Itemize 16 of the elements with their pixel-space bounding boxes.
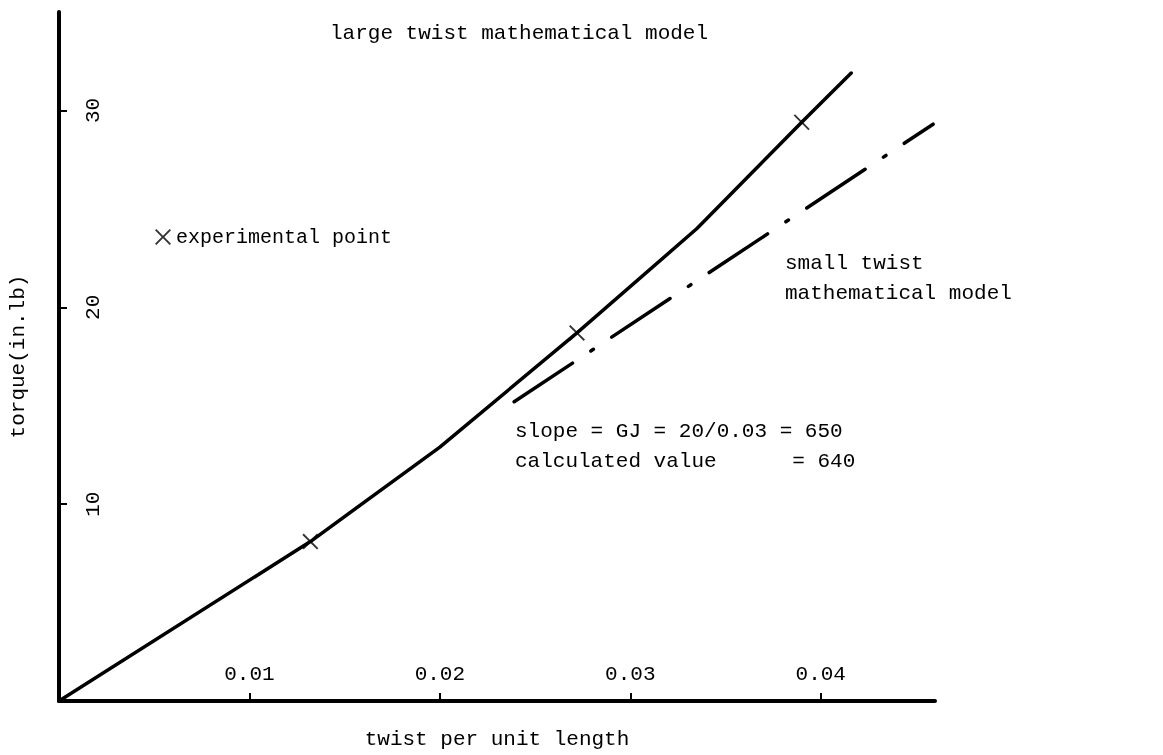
x-axis-title: twist per unit length	[364, 728, 630, 751]
point	[302, 533, 319, 550]
y-tick-label: 20	[82, 294, 105, 320]
point	[568, 324, 585, 341]
annotation: slope = GJ = 20/0.03 = 650 calculated value = 640	[515, 419, 856, 473]
point	[793, 114, 810, 131]
x-tick-label: 0.02	[414, 663, 466, 686]
x-tick-label: 0.03	[605, 663, 656, 686]
annotation: large twist mathematical model	[330, 21, 709, 45]
annotation: small twist mathematical model	[785, 251, 1012, 305]
y-axis-title: torque(in.lb)	[7, 274, 30, 439]
legend-label: experimental point	[176, 225, 393, 249]
y-tick-label: 30	[82, 97, 105, 124]
x-tick-label: 0.01	[224, 663, 275, 686]
x-tick-label: 0.04	[795, 663, 846, 686]
y-tick-label: 10	[82, 491, 105, 517]
